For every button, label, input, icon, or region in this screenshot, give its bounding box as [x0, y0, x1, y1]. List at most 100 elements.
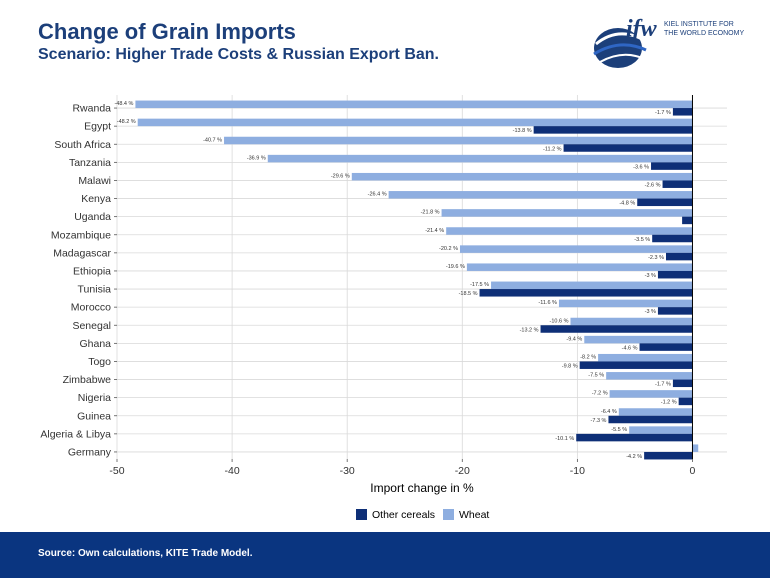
bar-wheat	[606, 372, 693, 380]
bar-other-cereals	[579, 361, 693, 369]
data-label-wheat: -40.7 %	[203, 137, 222, 143]
bar-other-cereals	[540, 325, 693, 333]
y-tick-label: Tunisia	[78, 284, 112, 296]
bar-other-cereals	[644, 451, 693, 460]
x-tick-label: -30	[340, 465, 355, 477]
y-tick-label: Malawi	[78, 175, 111, 187]
data-label-wheat: -20.2 %	[439, 246, 458, 252]
x-tick-label: 0	[690, 465, 696, 477]
bar-other-cereals	[672, 108, 693, 116]
bar-other-cereals	[563, 144, 693, 152]
data-label-other-cereals: -1.7 %	[655, 382, 671, 388]
y-tick-label: Nigeria	[78, 392, 111, 404]
bar-wheat	[629, 426, 693, 434]
bar-wheat	[388, 191, 693, 199]
bar-other-cereals	[533, 126, 693, 134]
data-label-other-cereals: -4.8 %	[619, 201, 635, 207]
data-label-wheat: -29.6 %	[331, 173, 350, 179]
bar-other-cereals	[651, 162, 693, 170]
data-label-other-cereals: -2.3 %	[648, 255, 664, 261]
x-tick-label: -50	[109, 465, 124, 477]
data-label-other-cereals: -10.1 %	[555, 436, 574, 442]
data-label-other-cereals: -3 %	[645, 309, 656, 315]
data-label-wheat: -36.9 %	[247, 155, 266, 161]
y-tick-label: Egypt	[84, 121, 111, 133]
bar-wheat	[609, 390, 693, 398]
bar-other-cereals	[637, 198, 693, 207]
bar-other-cereals	[672, 379, 693, 388]
data-label-other-cereals: -1.7 %	[655, 110, 671, 116]
bar-wheat	[267, 154, 693, 163]
logo-line2: THE WORLD ECONOMY	[664, 30, 744, 37]
data-label-other-cereals: -3.6 %	[633, 164, 649, 170]
data-label-wheat: -8.2 %	[580, 354, 596, 360]
bar-other-cereals	[576, 433, 693, 442]
data-label-wheat: -9.4 %	[566, 336, 582, 342]
y-tick-label: Germany	[68, 446, 112, 458]
bar-wheat	[570, 317, 693, 326]
bar-wheat	[558, 299, 693, 308]
y-tick-label: Zimbabwe	[63, 374, 112, 386]
globe-icon	[593, 28, 647, 68]
data-label-other-cereals: -11.2 %	[543, 146, 562, 152]
logo-line1: KIEL INSTITUTE FOR	[664, 21, 734, 28]
logo-mark: ifw	[626, 16, 658, 42]
data-label-other-cereals: -9.8 %	[562, 363, 578, 369]
bar-other-cereals	[657, 307, 693, 315]
data-label-wheat: -21.4 %	[425, 228, 444, 234]
bar-wheat	[584, 335, 693, 344]
bar-other-cereals	[662, 180, 693, 188]
data-label-other-cereals: -4.6 %	[622, 345, 638, 351]
data-label-other-cereals: -18.5 %	[459, 291, 478, 297]
x-tick-label: -10	[570, 465, 585, 477]
footer-bar: Source: Own calculations, KITE Trade Mod…	[0, 532, 770, 578]
y-tick-label: Senegal	[72, 320, 111, 332]
data-label-other-cereals: -3 %	[645, 273, 656, 279]
bar-other-cereals	[608, 415, 693, 424]
legend-swatch	[356, 509, 367, 520]
slide-subtitle: Scenario: Higher Trade Costs & Russian E…	[38, 46, 439, 63]
data-label-wheat: -48.4 %	[114, 101, 133, 107]
bar-wheat	[351, 172, 693, 181]
data-label-wheat: -21.8 %	[421, 210, 440, 216]
ifw-logo: ifw KIEL INSTITUTE FOR THE WORLD ECONOMY	[593, 16, 744, 68]
y-tick-label: Algeria & Libya	[40, 428, 111, 440]
legend-label: Other cereals	[372, 509, 435, 521]
y-tick-label: Kenya	[81, 193, 111, 205]
data-label-wheat: -17.5 %	[470, 282, 489, 288]
y-tick-label: Togo	[88, 356, 111, 368]
slide-title: Change of Grain Imports	[38, 19, 296, 44]
bar-wheat	[598, 353, 693, 362]
x-axis-title: Import change in %	[370, 481, 474, 495]
data-label-other-cereals: -2.6 %	[645, 182, 661, 188]
bar-wheat	[224, 136, 693, 145]
y-tick-label: Madagascar	[53, 247, 111, 259]
legend-swatch	[443, 509, 454, 520]
data-label-wheat: -6.4 %	[601, 409, 617, 415]
bar-other-cereals	[666, 252, 693, 261]
data-label-wheat: -19.6 %	[446, 264, 465, 270]
bar-other-cereals	[639, 343, 693, 351]
bar-wheat	[459, 245, 693, 253]
bar-wheat	[618, 408, 693, 416]
bar-wheat	[692, 444, 699, 452]
data-label-other-cereals: -4.2 %	[626, 454, 642, 460]
y-tick-label: Tanzania	[69, 157, 111, 169]
data-label-other-cereals: -3.5 %	[634, 237, 650, 243]
y-tick-label: Uganda	[74, 211, 111, 223]
bar-other-cereals	[682, 216, 693, 225]
bar-wheat	[137, 118, 693, 127]
y-tick-label: Ghana	[79, 338, 111, 350]
bar-other-cereals	[479, 289, 693, 297]
x-tick-label: -20	[455, 465, 470, 477]
data-label-other-cereals: -13.2 %	[520, 327, 539, 333]
legend-label: Wheat	[459, 509, 489, 521]
y-tick-label: Mozambique	[51, 229, 111, 241]
bar-other-cereals	[657, 270, 693, 279]
bar-wheat	[466, 263, 693, 271]
data-label-wheat: -26.4 %	[368, 192, 387, 198]
x-tick-label: -40	[225, 465, 240, 477]
data-label-wheat: -10.6 %	[550, 318, 569, 324]
data-label-other-cereals: -7.3 %	[591, 418, 607, 424]
data-label-wheat: -7.2 %	[592, 391, 608, 397]
